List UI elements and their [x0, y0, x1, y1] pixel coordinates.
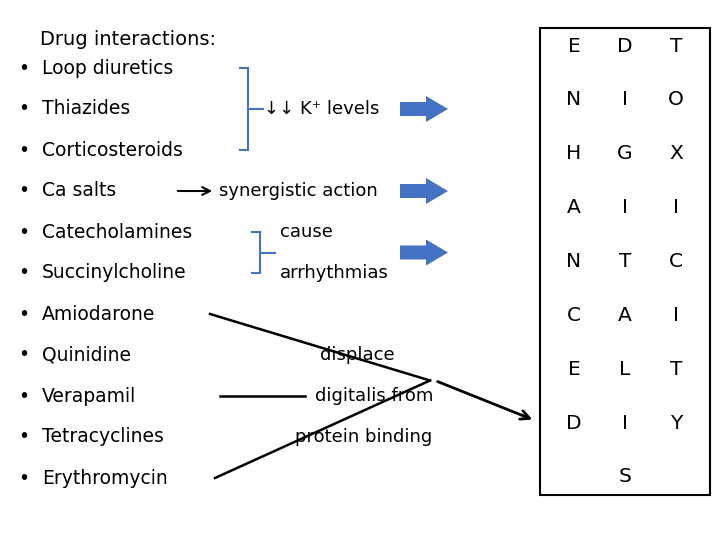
- Text: Amiodarone: Amiodarone: [42, 305, 156, 323]
- Text: I: I: [622, 198, 628, 217]
- Text: displace: displace: [320, 346, 395, 364]
- Text: synergistic action: synergistic action: [219, 182, 378, 200]
- Text: N: N: [567, 252, 582, 271]
- Text: I: I: [673, 198, 679, 217]
- Text: X: X: [669, 144, 683, 163]
- Bar: [540, 28, 710, 495]
- Text: •: •: [18, 469, 29, 488]
- Text: •: •: [18, 305, 29, 323]
- Text: T: T: [618, 252, 631, 271]
- Text: •: •: [18, 58, 29, 78]
- Text: ↓↓ K⁺ levels: ↓↓ K⁺ levels: [264, 100, 379, 118]
- Text: A: A: [567, 198, 581, 217]
- Text: Thiazides: Thiazides: [42, 99, 130, 118]
- Text: E: E: [567, 37, 580, 56]
- Text: Succinylcholine: Succinylcholine: [42, 264, 186, 282]
- Text: •: •: [18, 222, 29, 241]
- Text: •: •: [18, 181, 29, 200]
- Text: T: T: [670, 37, 682, 56]
- Text: C: C: [567, 306, 581, 325]
- Text: cause: cause: [280, 223, 333, 241]
- Text: Loop diuretics: Loop diuretics: [42, 58, 174, 78]
- Text: D: D: [617, 37, 633, 56]
- Polygon shape: [400, 240, 448, 266]
- Text: I: I: [622, 90, 628, 110]
- Text: O: O: [668, 90, 684, 110]
- Text: A: A: [618, 306, 632, 325]
- Text: D: D: [566, 414, 582, 433]
- Text: Corticosteroids: Corticosteroids: [42, 140, 183, 159]
- Text: S: S: [618, 468, 631, 487]
- Text: •: •: [18, 264, 29, 282]
- Text: H: H: [567, 144, 582, 163]
- Text: E: E: [567, 360, 580, 379]
- Text: I: I: [673, 306, 679, 325]
- Text: Erythromycin: Erythromycin: [42, 469, 168, 488]
- Text: T: T: [670, 360, 682, 379]
- Text: Quinidine: Quinidine: [42, 346, 131, 365]
- Text: Y: Y: [670, 414, 682, 433]
- Text: G: G: [617, 144, 633, 163]
- Text: L: L: [619, 360, 631, 379]
- Text: arrhythmias: arrhythmias: [280, 264, 389, 282]
- Text: I: I: [622, 414, 628, 433]
- Text: Catecholamines: Catecholamines: [42, 222, 192, 241]
- Polygon shape: [400, 96, 448, 122]
- Text: •: •: [18, 346, 29, 365]
- Polygon shape: [400, 178, 448, 204]
- Text: Verapamil: Verapamil: [42, 387, 136, 406]
- Text: Ca salts: Ca salts: [42, 181, 116, 200]
- Text: digitalis from: digitalis from: [315, 387, 433, 405]
- Text: protein binding: protein binding: [295, 428, 432, 446]
- Text: •: •: [18, 428, 29, 447]
- Text: •: •: [18, 387, 29, 406]
- Text: Tetracyclines: Tetracyclines: [42, 428, 164, 447]
- Text: N: N: [567, 90, 582, 110]
- Text: C: C: [669, 252, 683, 271]
- Text: •: •: [18, 99, 29, 118]
- Text: •: •: [18, 140, 29, 159]
- Text: Drug interactions:: Drug interactions:: [40, 30, 216, 49]
